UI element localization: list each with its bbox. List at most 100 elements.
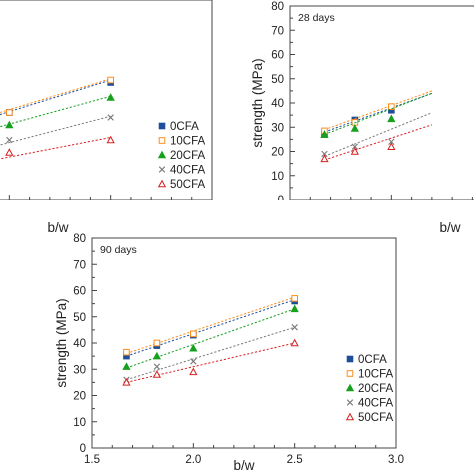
x-tick-label: 2.5: [103, 206, 119, 218]
y-tick-label: 50: [271, 74, 284, 86]
x-tick-label: 2.5: [287, 454, 303, 466]
data-point-40cfa: [351, 143, 359, 150]
y-axis-label: strength (MPa): [250, 58, 265, 147]
data-point-10cfa: [291, 295, 298, 302]
legend-marker-20cfa: [157, 150, 167, 159]
x-axis-label: b/w: [233, 458, 254, 473]
y-tick-label: 60: [271, 50, 284, 62]
data-point-50cfa: [320, 154, 329, 163]
trend-line-0cfa: [0, 79, 111, 116]
x-tick-label: 1.5: [282, 206, 298, 218]
y-tick-label: 10: [271, 171, 284, 183]
legend-marker-20cfa: [345, 383, 355, 392]
data-point-20cfa: [189, 343, 198, 352]
y-tick-label: 80: [271, 1, 284, 13]
data-point-40cfa: [291, 324, 298, 331]
y-tick-label: 40: [271, 98, 284, 110]
trend-line-50cfa: [126, 342, 295, 383]
panel-annotation: 90 days: [100, 244, 137, 256]
y-tick-label: 10: [73, 417, 86, 429]
trend-line-20cfa: [0, 95, 111, 128]
x-axis-label: b/w: [47, 220, 68, 235]
data-point-50cfa: [122, 378, 131, 386]
data-point-50cfa: [5, 148, 14, 156]
x-tick-label: 2.0: [185, 454, 201, 466]
data-point-50cfa: [290, 338, 299, 347]
trend-line-40cfa: [126, 326, 295, 381]
chart-panel-1: 2.0 2.5 3.0: [0, 0, 220, 218]
x-tick-label: 2.0: [1, 206, 17, 218]
trend-line-50cfa: [324, 124, 433, 161]
legend-label-40cfa: 40CFA: [170, 165, 205, 177]
legend-label-0cfa: 0CFA: [358, 354, 387, 366]
data-point-20cfa: [122, 362, 131, 370]
data-point-50cfa: [350, 147, 359, 155]
legend-label-20cfa: 20CFA: [358, 383, 393, 395]
data-point-20cfa: [106, 93, 115, 101]
legend-label-50cfa: 50CFA: [358, 412, 393, 424]
legend-marker-0cfa: [158, 122, 166, 130]
legend-label-50cfa: 50CFA: [170, 179, 205, 191]
y-tick-label: 20: [271, 147, 284, 159]
y-tick-label: 80: [73, 233, 86, 245]
legend-label-10cfa: 10CFA: [170, 136, 205, 148]
legend-marker-50cfa: [157, 179, 167, 188]
trend-line-0cfa: [324, 92, 433, 133]
legend-marker-40cfa: [158, 166, 166, 173]
trend-line-20cfa: [126, 308, 295, 369]
panel-annotation: 28 days: [298, 12, 335, 24]
legend-label-20cfa: 20CFA: [170, 150, 205, 162]
data-point-50cfa: [106, 135, 115, 144]
x-tick-label: 3.0: [204, 206, 220, 218]
data-point-20cfa: [320, 130, 329, 138]
data-point-10cfa: [107, 76, 114, 84]
trend-line-40cfa: [0, 115, 111, 146]
y-tick-label: 70: [73, 259, 86, 271]
legend-label-40cfa: 40CFA: [358, 398, 393, 410]
data-point-40cfa: [153, 363, 161, 370]
legend-marker-40cfa: [346, 399, 354, 406]
trend-line-20cfa: [324, 92, 433, 135]
y-tick-label: 20: [73, 391, 86, 403]
data-point-10cfa: [190, 330, 197, 338]
x-tick-label: 3.0: [388, 454, 404, 466]
trend-line-0cfa: [126, 299, 295, 357]
x-tick-label: 1.5: [84, 454, 100, 466]
x-tick-label: 2.0: [383, 206, 399, 218]
data-point-10cfa: [153, 339, 161, 347]
data-point-20cfa: [387, 114, 396, 123]
legend-label-0cfa: 0CFA: [170, 121, 199, 133]
trend-line-10cfa: [324, 90, 433, 131]
y-tick-label: 60: [73, 286, 86, 298]
legend: 0CFA 10CFA 20CFA 40CFA 50CFA: [157, 121, 205, 191]
data-point-20cfa: [152, 351, 161, 360]
y-axis-label: strength (MPa): [54, 298, 69, 387]
legend: 0CFA 10CFA 20CFA 40CFA 50CFA: [345, 354, 393, 424]
trend-line-50cfa: [0, 137, 111, 160]
y-tick-label: 50: [73, 312, 86, 324]
y-tick-label: 0: [80, 443, 86, 455]
data-point-50cfa: [152, 370, 161, 378]
data-point-40cfa: [107, 114, 114, 121]
legend-marker-0cfa: [346, 355, 354, 363]
legend-label-10cfa: 10CFA: [358, 369, 393, 381]
data-point-20cfa: [290, 304, 299, 313]
x-axis-label: b/w: [439, 220, 460, 235]
data-point-10cfa: [388, 103, 395, 110]
data-point-40cfa: [6, 136, 13, 144]
y-tick-label: 30: [73, 364, 86, 376]
trend-line-40cfa: [324, 112, 433, 157]
chart-panel-2: 1.5 2.0 0 10 20 30 40 50 60 70 80 28 days: [271, 1, 474, 218]
legend-marker-10cfa: [158, 137, 166, 144]
data-point-40cfa: [321, 150, 328, 158]
legend-marker-50cfa: [345, 412, 355, 421]
y-tick-label: 30: [271, 122, 284, 134]
y-tick-label: 70: [271, 25, 284, 37]
data-point-40cfa: [190, 358, 197, 365]
legend-marker-10cfa: [346, 370, 354, 377]
y-tick-label: 0: [278, 195, 284, 207]
chart-panel-3: 1.5 2.0 2.5 3.0 0 10 20 30 40 50 60 70 80 90 days: [73, 233, 404, 466]
data-point-40cfa: [388, 138, 395, 145]
trend-line-10cfa: [126, 296, 295, 354]
